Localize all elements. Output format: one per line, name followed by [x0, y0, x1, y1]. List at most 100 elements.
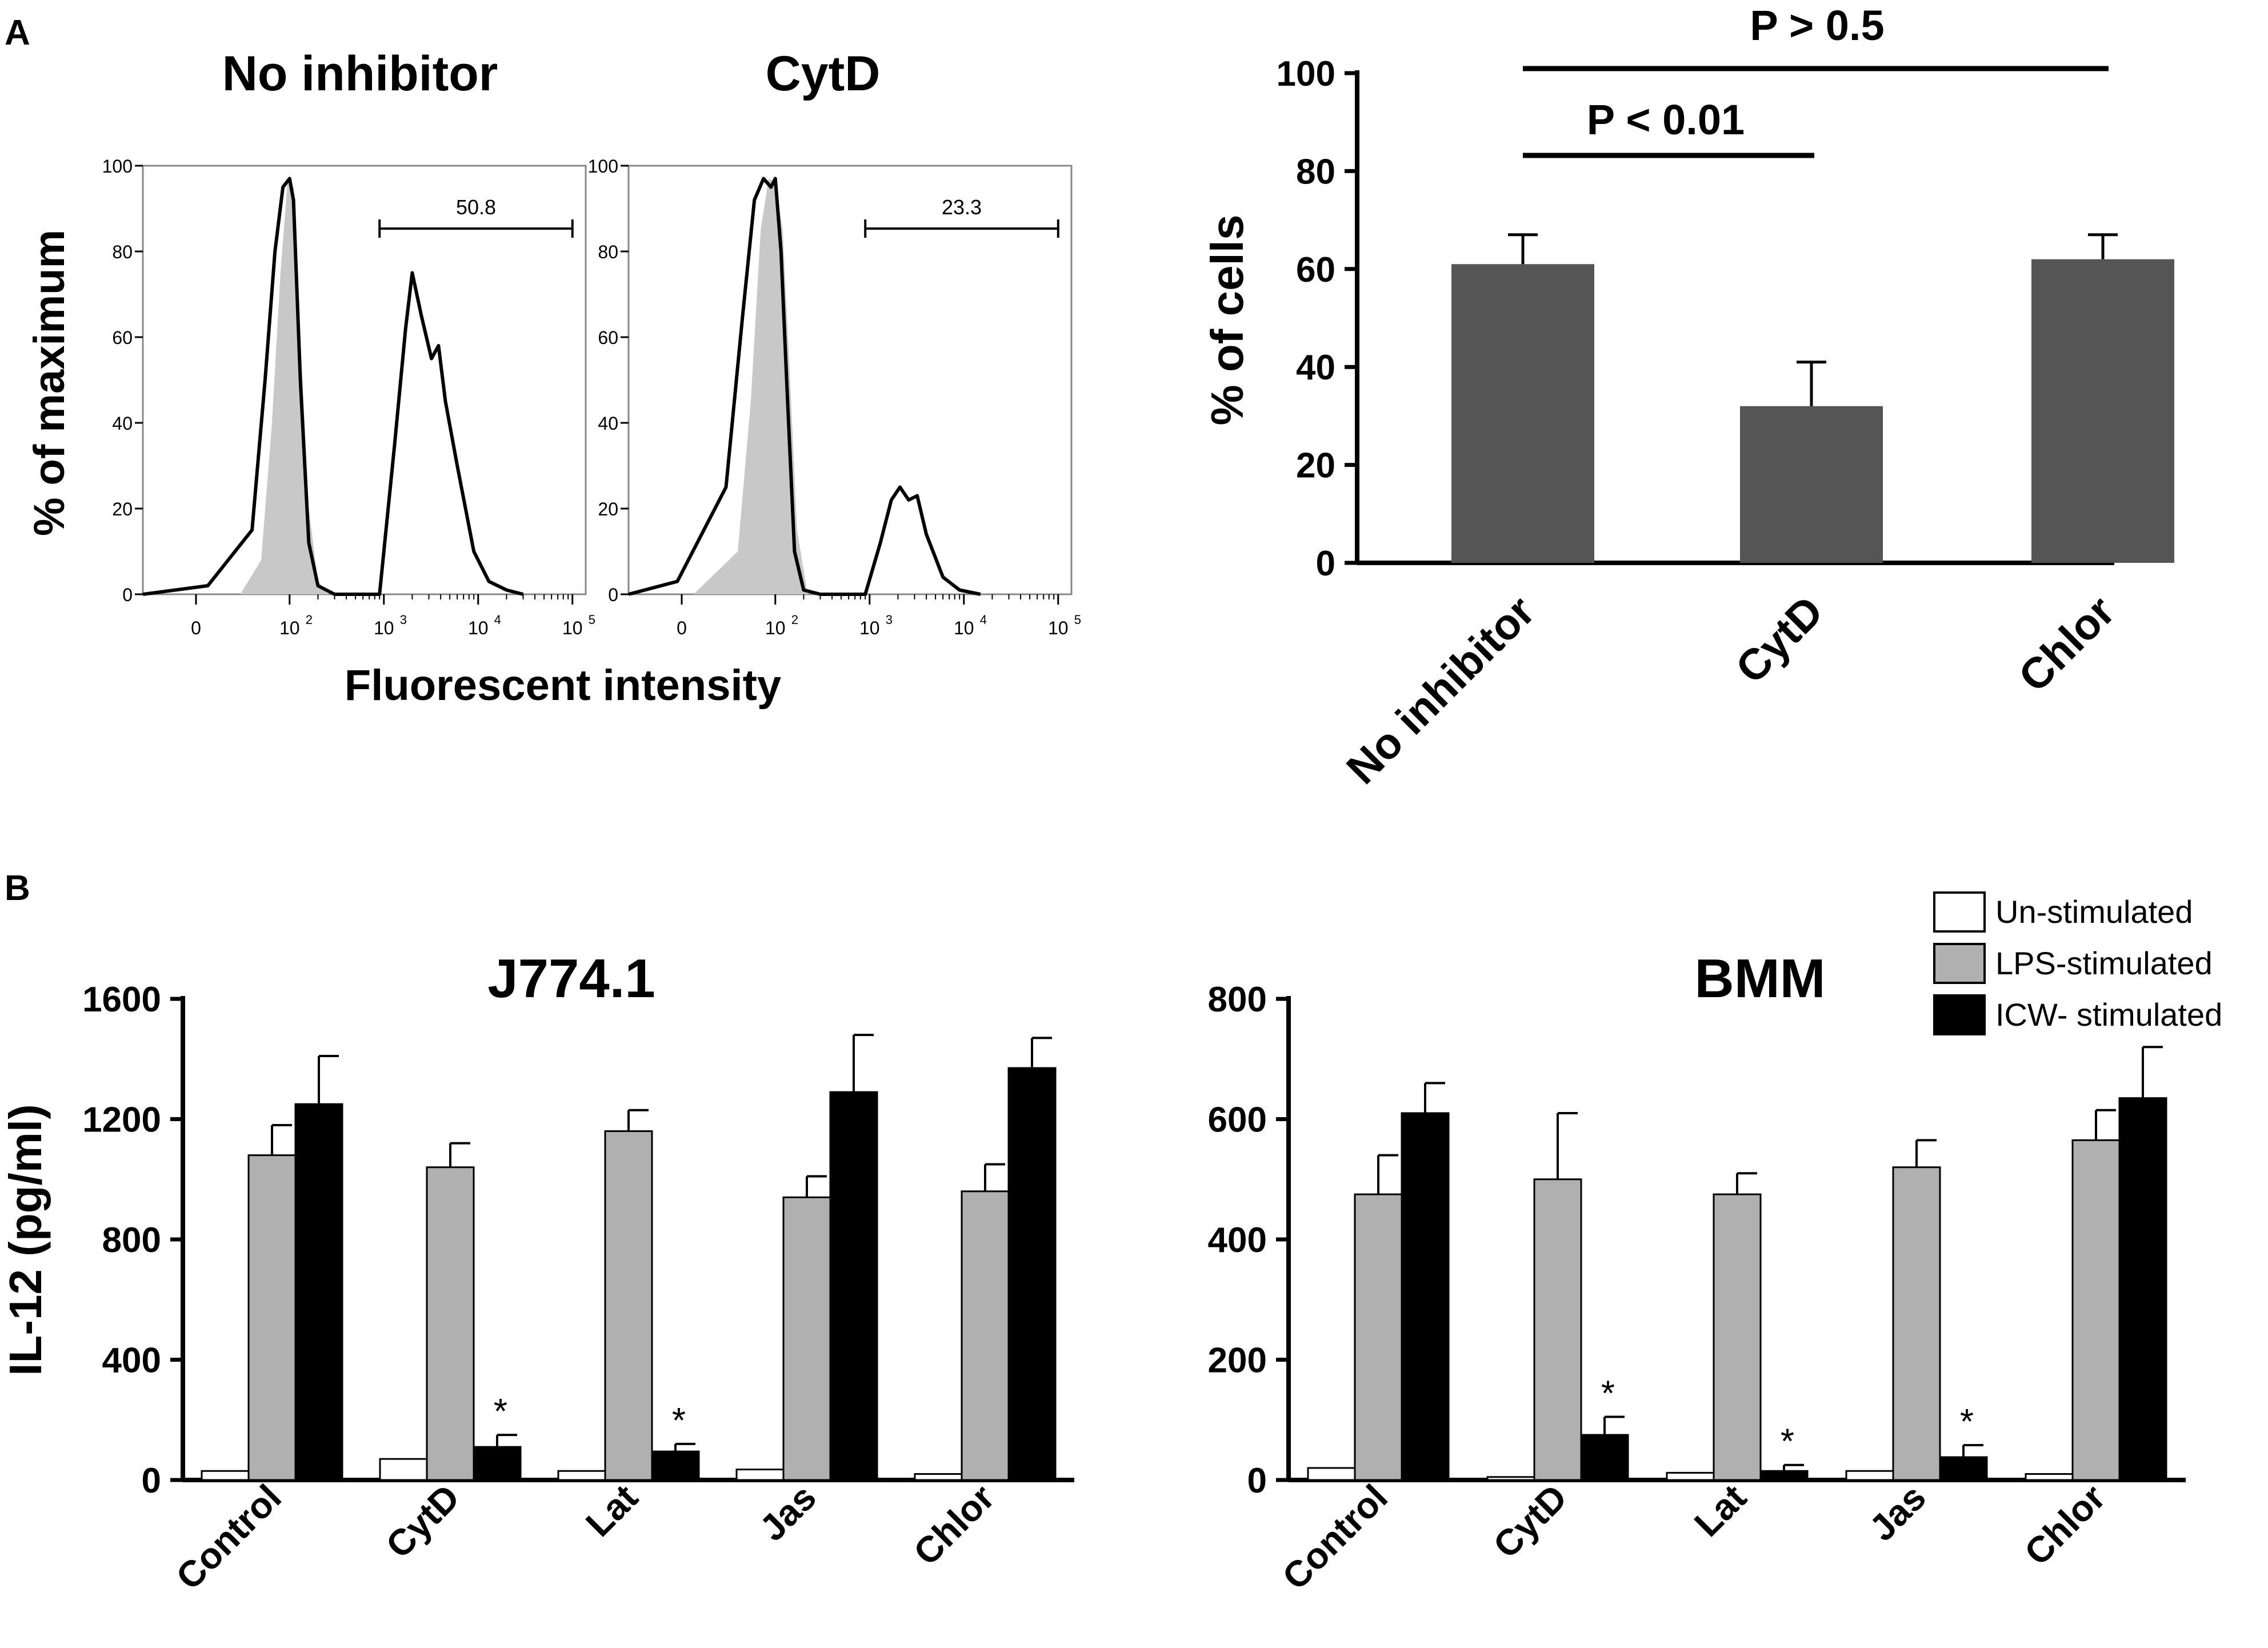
y-tick-label: 400 — [102, 1341, 161, 1381]
significance-asterisk: * — [1781, 1422, 1794, 1462]
y-tick-label: 100 — [102, 156, 133, 177]
significance-asterisk: * — [672, 1401, 686, 1441]
bar-unstimulated — [2025, 1473, 2074, 1481]
bar-icw — [294, 1103, 343, 1481]
percent-cells-chart: % of cells 0 20 40 60 80 100 No inhibitor CytD C… — [1202, 2, 2174, 794]
x-tick-label: 10 — [279, 618, 300, 638]
y-tick-label: 80 — [598, 242, 618, 262]
y-tick-label: 100 — [1277, 54, 1335, 94]
x-tick-label: 10 — [859, 618, 880, 638]
legend: Un-stimulated LPS-stimulated ICW- stimul… — [1933, 891, 2222, 1035]
x-tick-label: 10 — [468, 618, 489, 638]
bar-lps — [1354, 1193, 1403, 1481]
x-tick-label: 0 — [191, 618, 201, 638]
il12-ylabel: IL-12 (pg/ml) — [0, 1104, 51, 1376]
bar-lps — [1892, 1166, 1941, 1481]
bar — [1451, 264, 1594, 563]
y-tick-label: 40 — [1296, 348, 1335, 387]
x-category-label: CytD — [1485, 1477, 1575, 1566]
bar — [1740, 406, 1883, 563]
il12-j774-chart: J774.1 IL-12 (pg/ml) 0 400 800 1200 1600 Cont… — [0, 948, 1074, 1598]
flow-plot-frame — [142, 165, 587, 595]
panel-label-b: B — [5, 869, 30, 908]
x-category-label: Chlor — [2010, 587, 2124, 701]
bar-icw — [1939, 1456, 1988, 1481]
y-tick-label: 60 — [1296, 250, 1335, 290]
panel-label-a: A — [5, 13, 30, 53]
x-tick-label: 0 — [677, 618, 687, 638]
legend-swatch-icw — [1933, 994, 1986, 1035]
x-tick-label: 10 — [1048, 618, 1069, 638]
flow2-title: CytD — [766, 46, 881, 101]
x-category-label: Lat — [578, 1477, 646, 1545]
y-tick-label: 20 — [1296, 446, 1335, 486]
bar-icw — [1759, 1470, 1809, 1481]
y-tick-label: 0 — [122, 585, 133, 605]
x-category-label: Jas — [751, 1477, 823, 1549]
y-tick-label: 40 — [598, 413, 618, 434]
x-tick-exponent: 2 — [306, 613, 313, 627]
il12-bmm-chart: BMM 0 200 400 600 800 Control * CytD * Lat * Jas Chl… — [1208, 948, 2186, 1598]
y-tick-label: 20 — [598, 499, 618, 519]
x-category-label: CytD — [378, 1477, 467, 1566]
bar — [2031, 259, 2174, 563]
flow-xlabel: Fluorescent intensity — [345, 661, 781, 710]
x-category-label: Jas — [1861, 1477, 1933, 1549]
j774-title: J774.1 — [487, 948, 655, 1009]
percent-cells-ylabel: % of cells — [1202, 214, 1253, 425]
bar-lps — [2071, 1139, 2121, 1481]
significance-label: P > 0.5 — [1750, 2, 1884, 49]
gate-label: 23.3 — [942, 195, 982, 219]
bar-unstimulated — [379, 1458, 428, 1481]
y-tick-label: 400 — [1208, 1221, 1267, 1260]
gate-label: 50.8 — [456, 195, 496, 219]
bar-unstimulated — [914, 1473, 963, 1481]
flow-histogram-no-inhibitor: No inhibitor % of maximum 50.80204060801… — [25, 46, 595, 638]
legend-swatch-lps — [1933, 943, 1986, 984]
y-tick-label: 80 — [1296, 152, 1335, 191]
x-tick-exponent: 3 — [400, 613, 407, 627]
bar-icw — [473, 1446, 522, 1481]
x-category-label: Chlor — [906, 1477, 1002, 1573]
y-tick-label: 80 — [112, 242, 133, 262]
y-tick-label: 800 — [102, 1221, 161, 1260]
x-tick-exponent: 3 — [886, 613, 893, 627]
flow-stained-histogram — [142, 177, 524, 596]
y-tick-label: 20 — [112, 499, 133, 519]
x-tick-exponent: 2 — [791, 613, 798, 627]
bar-unstimulated — [201, 1470, 250, 1481]
y-tick-label: 60 — [112, 327, 133, 348]
bar-icw — [829, 1091, 878, 1481]
bar-unstimulated — [557, 1470, 606, 1481]
bar-unstimulated — [1845, 1470, 1894, 1481]
bar-lps — [426, 1166, 475, 1481]
y-tick-label: 200 — [1208, 1341, 1267, 1381]
y-tick-label: 600 — [1208, 1101, 1267, 1140]
bar-lps — [604, 1130, 653, 1481]
bar-lps — [1713, 1193, 1762, 1481]
flow-plot-frame — [627, 165, 1073, 595]
x-tick-exponent: 5 — [1074, 613, 1081, 627]
bar-icw — [1007, 1067, 1057, 1481]
bar-icw — [651, 1450, 700, 1481]
x-tick-exponent: 4 — [980, 613, 987, 627]
y-tick-label: 0 — [1316, 544, 1335, 583]
y-tick-label: 1600 — [82, 980, 161, 1019]
legend-swatch-unstimulated — [1933, 891, 1986, 933]
flow-control-histogram — [693, 178, 808, 594]
bar-unstimulated — [1307, 1467, 1356, 1481]
y-tick-label: 0 — [142, 1461, 161, 1501]
x-tick-label: 10 — [562, 618, 583, 638]
y-tick-label: 100 — [588, 156, 618, 177]
x-category-label: Lat — [1686, 1477, 1754, 1545]
x-tick-label: 10 — [954, 618, 974, 638]
bar-unstimulated — [1666, 1471, 1715, 1481]
legend-label-unstimulated: Un-stimulated — [1995, 894, 2193, 930]
flow-control-histogram — [240, 183, 329, 594]
significance-asterisk: * — [494, 1392, 507, 1431]
bar-icw — [1580, 1434, 1629, 1481]
y-tick-label: 0 — [1247, 1461, 1267, 1501]
x-tick-label: 10 — [374, 618, 394, 638]
x-tick-label: 10 — [765, 618, 786, 638]
